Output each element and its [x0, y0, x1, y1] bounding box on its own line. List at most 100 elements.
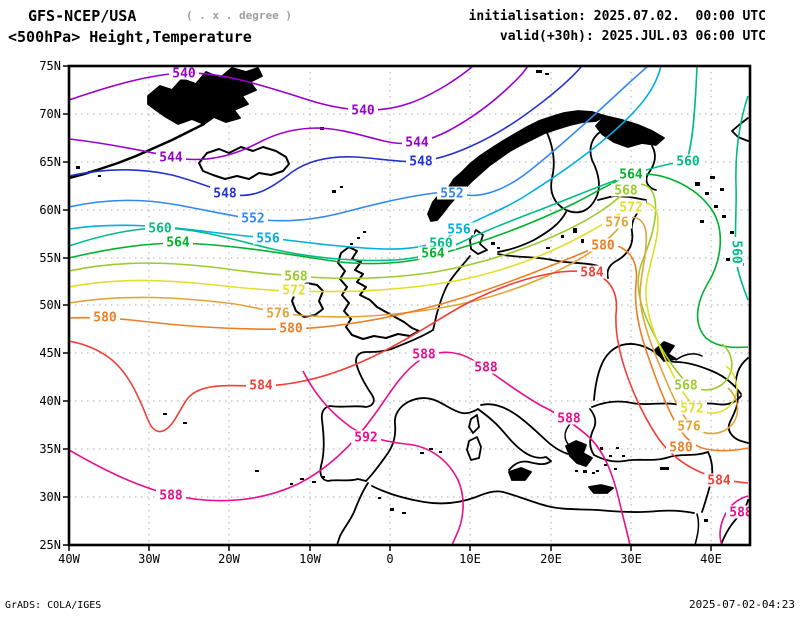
contour-label-564: 564 — [418, 246, 448, 262]
contour-label-text: 564 — [619, 168, 643, 183]
coastline — [432, 255, 471, 331]
contour-label-548: 548 — [406, 154, 436, 170]
contour-label-text: 584 — [580, 266, 604, 281]
contour-label-text: 572 — [680, 402, 703, 417]
island — [357, 237, 360, 239]
contour-label-544: 544 — [402, 135, 432, 151]
rect — [263, 306, 293, 320]
rect — [677, 401, 707, 415]
rect — [616, 200, 646, 214]
island — [695, 182, 700, 186]
coastline — [319, 329, 434, 482]
contour-label-text: 592 — [354, 431, 377, 446]
contour-label-text: 560 — [676, 155, 700, 170]
contour-label-text: 540 — [172, 67, 196, 82]
coastline — [480, 403, 569, 455]
rect — [673, 154, 703, 168]
coastline — [466, 436, 482, 461]
coastline — [606, 201, 647, 279]
island — [556, 122, 560, 125]
contour-label-564: 564 — [616, 167, 646, 183]
coastline — [588, 484, 614, 494]
rect — [588, 238, 618, 252]
coastline — [593, 343, 742, 401]
contour-label-text: 552 — [440, 187, 463, 202]
lon-label-20W: 20W — [218, 552, 240, 566]
rect — [726, 505, 750, 519]
island — [714, 205, 718, 208]
island — [536, 70, 542, 73]
coastline — [727, 357, 749, 444]
contour-label-556: 556 — [444, 222, 474, 238]
island — [491, 242, 495, 245]
coastline — [477, 408, 552, 471]
contour-label-text: 564 — [421, 247, 445, 262]
rect — [704, 473, 734, 487]
contour-label-552: 552 — [437, 186, 467, 202]
island — [402, 512, 406, 514]
coastline — [469, 229, 488, 255]
coastline — [544, 127, 601, 214]
island — [183, 422, 187, 424]
rect — [426, 236, 456, 250]
island — [439, 451, 442, 453]
contour-label-text: 560 — [729, 240, 744, 264]
contour-label-556: 556 — [253, 231, 283, 247]
coastline — [198, 146, 290, 180]
contour-label-text: 560 — [148, 222, 172, 237]
contour-564 — [69, 173, 749, 349]
lon-label-0: 0 — [386, 552, 393, 566]
contour-label-text: 544 — [159, 151, 183, 166]
contour-label-text: 540 — [351, 104, 375, 119]
map-layers: 5405405445445485485525525565565605605605… — [39, 59, 752, 566]
lat-label-70N: 70N — [39, 107, 61, 121]
rect — [145, 221, 175, 235]
island — [98, 175, 101, 177]
rect — [666, 440, 696, 454]
contour-label-576: 576 — [602, 215, 632, 231]
contour-label-text: 588 — [474, 361, 498, 376]
contour-548 — [69, 66, 583, 197]
contour-label-560: 560 — [673, 154, 703, 170]
contour-label-text: 576 — [266, 307, 290, 322]
contour-label-text: 556 — [447, 223, 471, 238]
contour-label-588: 588 — [156, 488, 186, 504]
rect — [444, 222, 474, 236]
island — [614, 468, 617, 470]
contour-label-588: 588 — [471, 360, 501, 376]
island — [322, 476, 325, 478]
contour-label-540: 540 — [348, 103, 378, 119]
contour-labels: 5405405445445485485525525565565605605605… — [90, 66, 750, 521]
rect — [418, 246, 448, 260]
contour-label-text: 580 — [279, 322, 303, 337]
island — [350, 243, 353, 245]
contour-556 — [69, 66, 662, 250]
island — [609, 455, 612, 457]
contour-552 — [69, 66, 649, 222]
contour-label-text: 548 — [213, 187, 237, 202]
coastline — [291, 282, 324, 318]
lon-label-40E: 40E — [700, 552, 722, 566]
rect — [406, 154, 436, 168]
contour-label-text: 580 — [669, 441, 693, 456]
island — [622, 455, 625, 457]
lon-label-40W: 40W — [58, 552, 80, 566]
init-time-label: initialisation: 2025.07.02. 00:00 UTC — [469, 9, 766, 24]
contour-label-580: 580 — [588, 238, 618, 254]
island — [290, 483, 293, 485]
valid-time-label: valid(+30h): 2025.JUL.03 06:00 UTC — [500, 29, 766, 44]
rect — [671, 378, 701, 392]
rect — [409, 347, 439, 361]
island — [604, 464, 607, 466]
island — [255, 470, 259, 472]
rect — [611, 183, 641, 197]
rect — [238, 211, 268, 225]
island — [722, 215, 726, 218]
island — [704, 519, 708, 522]
island — [363, 231, 366, 233]
rect — [602, 215, 632, 229]
contour-label-540: 540 — [169, 66, 199, 82]
coastline — [595, 115, 665, 148]
island — [561, 235, 564, 238]
